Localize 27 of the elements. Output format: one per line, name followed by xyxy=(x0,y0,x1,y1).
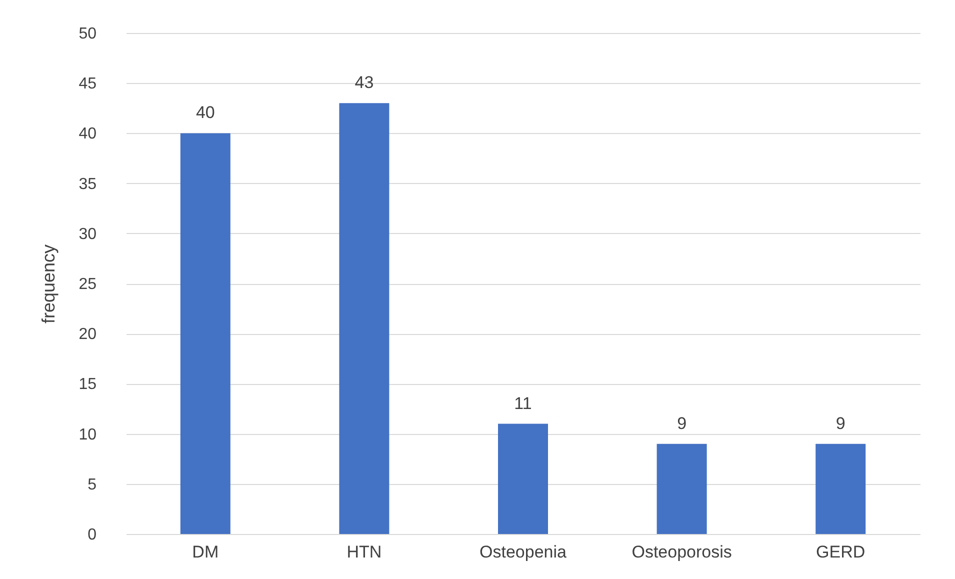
y-tick-label: 20 xyxy=(78,326,97,344)
bar xyxy=(498,424,548,534)
bar xyxy=(180,133,230,534)
y-tick-label: 10 xyxy=(78,426,97,444)
y-tick-label: 30 xyxy=(78,226,97,243)
x-tick-label: HTN xyxy=(346,542,382,562)
bar xyxy=(339,103,390,534)
y-tick-label: 25 xyxy=(78,276,97,293)
y-tick-label: 15 xyxy=(78,376,97,394)
bar xyxy=(656,444,707,534)
data-label: 40 xyxy=(196,103,215,122)
y-tick-label: 35 xyxy=(78,176,97,193)
data-label: 43 xyxy=(354,73,374,92)
y-tick-label: 0 xyxy=(88,526,97,544)
x-tick-label: GERD xyxy=(816,542,866,562)
data-label: 9 xyxy=(677,414,687,433)
y-tick-label: 40 xyxy=(78,126,97,143)
y-tick-label: 50 xyxy=(78,26,97,42)
x-tick-label: DM xyxy=(192,542,219,562)
x-tick-label: Osteopenia xyxy=(480,542,568,562)
bar xyxy=(816,444,866,534)
data-label: 11 xyxy=(514,394,532,413)
y-tick-label: 45 xyxy=(78,76,97,93)
y-tick-label: 5 xyxy=(88,476,97,494)
y-axis-title: frequency xyxy=(38,244,59,324)
data-label: 9 xyxy=(836,414,846,433)
x-tick-label: Osteoporosis xyxy=(632,542,732,562)
